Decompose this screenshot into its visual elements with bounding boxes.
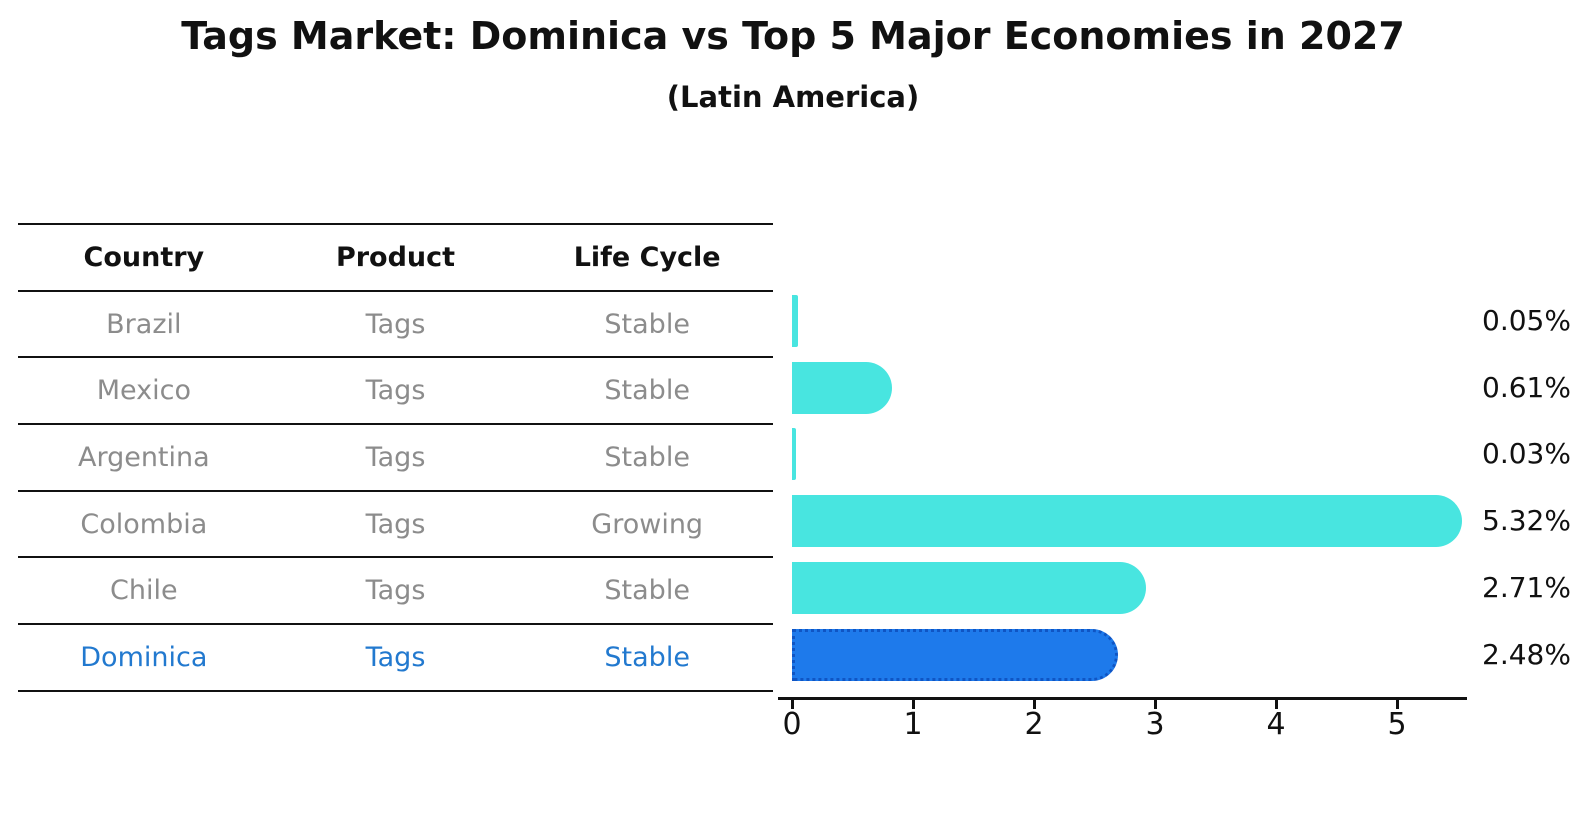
cell-lifecycle: Stable: [604, 641, 690, 673]
bar-dominica: [792, 628, 1119, 681]
table-row-mexico: Mexico Tags Stable: [18, 358, 773, 426]
column-header-country: Country: [83, 241, 205, 273]
value-label-colombia: 5.32%: [1482, 504, 1571, 538]
bar-argentina: [792, 428, 796, 481]
table-row-argentina: Argentina Tags Stable: [18, 425, 773, 492]
cell-country: Argentina: [77, 441, 210, 473]
x-tick-label: 1: [903, 707, 923, 742]
cell-product: Tags: [365, 375, 426, 407]
cell-country: Colombia: [80, 508, 208, 540]
bar-brazil: [792, 295, 799, 348]
table-header-row: Country Product Life Cycle: [18, 225, 773, 292]
chart-subtitle: (Latin America): [666, 80, 920, 114]
bar-colombia: [792, 495, 1462, 548]
value-label-mexico: 0.61%: [1482, 370, 1571, 404]
cell-product: Tags: [365, 508, 426, 540]
cell-product: Tags: [365, 641, 426, 673]
x-tick-mark: [1032, 700, 1036, 709]
table-row-dominica: Dominica Tags Stable: [18, 625, 773, 692]
column-header-product: Product: [335, 241, 456, 273]
cell-lifecycle: Stable: [604, 375, 690, 407]
country-table: Country Product Life Cycle Brazil Tags S…: [18, 223, 773, 692]
table-row-brazil: Brazil Tags Stable: [18, 292, 773, 359]
cell-product: Tags: [365, 575, 426, 607]
x-tick-mark: [1395, 700, 1399, 709]
x-axis-line: [778, 697, 1467, 700]
cell-lifecycle: Stable: [604, 575, 690, 607]
x-tick-label: 0: [782, 707, 802, 742]
value-label-argentina: 0.03%: [1482, 437, 1571, 471]
cell-lifecycle: Stable: [604, 308, 690, 340]
cell-country: Mexico: [96, 375, 191, 407]
cell-product: Tags: [365, 308, 426, 340]
bar-chile: [792, 561, 1146, 614]
cell-lifecycle: Stable: [604, 441, 690, 473]
cell-country: Brazil: [106, 308, 182, 340]
x-tick-label: 4: [1266, 707, 1286, 742]
bar-mexico: [792, 361, 892, 414]
cell-country: Dominica: [80, 641, 208, 673]
cell-product: Tags: [365, 441, 426, 473]
value-label-brazil: 0.05%: [1482, 304, 1571, 338]
x-tick-mark: [790, 700, 794, 709]
x-tick-label: 2: [1024, 707, 1044, 742]
value-label-chile: 2.71%: [1482, 570, 1571, 604]
x-tick-label: 5: [1387, 707, 1407, 742]
column-header-lifecycle: Life Cycle: [573, 241, 721, 273]
table-row-chile: Chile Tags Stable: [18, 558, 773, 626]
x-tick-mark: [1153, 700, 1157, 709]
x-tick-mark: [1274, 700, 1278, 709]
cell-country: Chile: [110, 575, 178, 607]
x-tick-label: 3: [1145, 707, 1165, 742]
chart-title: Tags Market: Dominica vs Top 5 Major Eco…: [181, 14, 1405, 58]
table-row-colombia: Colombia Tags Growing: [18, 492, 773, 559]
x-tick-mark: [911, 700, 915, 709]
cell-lifecycle: Growing: [591, 508, 704, 540]
value-label-dominica: 2.48%: [1482, 637, 1571, 671]
